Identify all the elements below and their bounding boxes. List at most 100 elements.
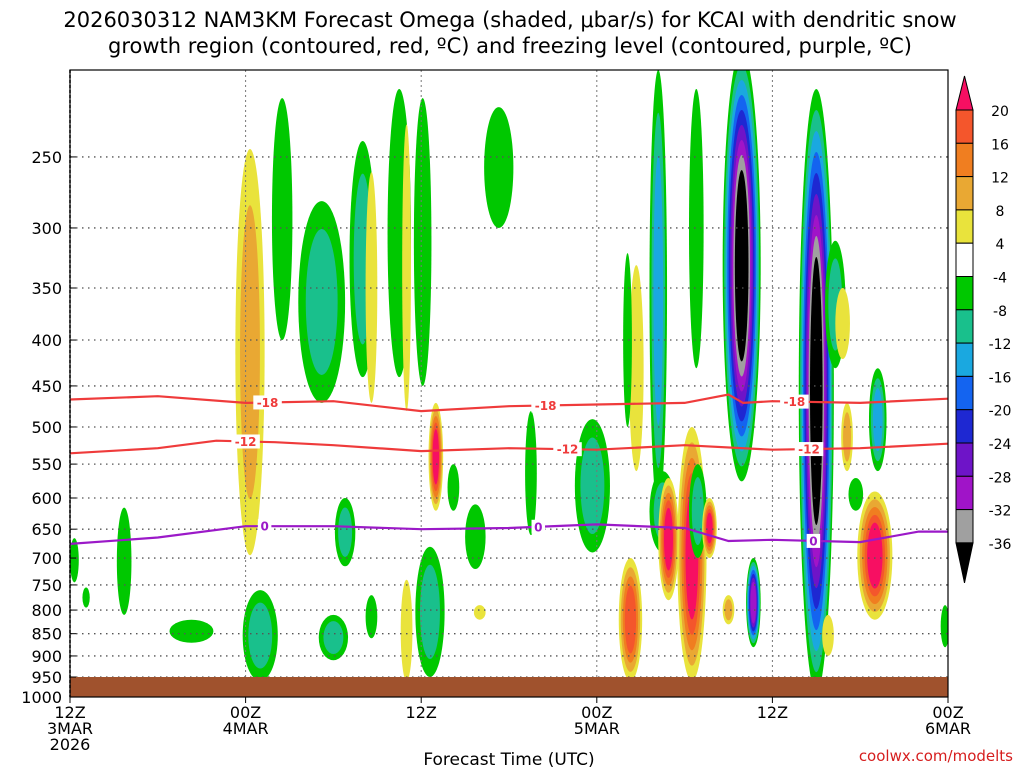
omega-blob (688, 89, 704, 369)
omega-blob (484, 107, 514, 228)
omega-blob (271, 98, 293, 341)
omega-level-fill (872, 388, 883, 452)
omega-level-fill (750, 581, 757, 624)
omega-level-fill (116, 507, 132, 615)
colorbar-label: 12 (991, 171, 1009, 187)
x-tick-label: 12Z (406, 703, 437, 722)
omega-level-fill (70, 538, 79, 583)
omega-level-fill (724, 599, 733, 621)
omega-blob (298, 201, 346, 403)
contour-label: -18 (784, 395, 806, 409)
omega-level-fill (338, 507, 353, 557)
y-tick-label: 1000 (21, 688, 62, 707)
colorbar-segment (955, 409, 974, 444)
omega-blob (722, 70, 761, 482)
colorbar-label: -8 (993, 304, 1007, 320)
omega-level-fill (706, 512, 713, 544)
omega-blob (82, 587, 90, 608)
omega-level-fill (843, 412, 852, 462)
y-tick-label: 700 (31, 549, 62, 568)
omega-blob (618, 558, 643, 682)
contour-0: 0 0 0 (70, 519, 948, 548)
colorbar-segment (955, 176, 974, 211)
colorbar-label: -12 (989, 337, 1012, 353)
colorbar-label: -16 (989, 370, 1012, 386)
omega-blob (822, 614, 834, 656)
contour-label-bg (794, 442, 824, 457)
omega-blob (447, 464, 460, 511)
contour-label: -12 (798, 443, 820, 457)
omega-blob (400, 579, 413, 682)
y-tick-label: 750 (31, 576, 62, 595)
colorbar-label: 16 (991, 137, 1009, 153)
omega-blob (677, 426, 707, 682)
omega-blob (688, 464, 707, 559)
x-tick-label: 5MAR (574, 719, 620, 738)
omega-level-fill (420, 564, 440, 660)
omega-blob (848, 478, 864, 511)
omega-blob (428, 402, 444, 511)
y-tick-label: 500 (31, 418, 62, 437)
colorbar-label: -32 (989, 504, 1012, 520)
x-tick-label: 00Z (230, 703, 261, 722)
y-tick-label: 450 (31, 377, 62, 396)
omega-level-fill (688, 89, 704, 369)
omega-blob (235, 149, 265, 556)
y-tick-label: 650 (31, 520, 62, 539)
plot-area: -18 -18 -18 -12 -12 -12 0 0 0 (70, 70, 948, 697)
contour-label-bg (553, 442, 582, 457)
omega-level-fill (940, 605, 948, 648)
x-tick-label: 00Z (932, 703, 963, 722)
contour--18: -18 -18 -18 (70, 393, 948, 413)
omega-level-fill (82, 587, 90, 608)
credit-text: coolwx.com/modelts (859, 747, 1013, 765)
omega-level-fill (305, 228, 338, 375)
omega-blob (415, 546, 445, 678)
y-tick-label: 300 (31, 219, 62, 238)
omega-blob (70, 538, 79, 583)
colorbar-segment (955, 442, 974, 477)
omega-level-fill (365, 595, 378, 639)
terrain-layer (70, 677, 948, 697)
contour-label-bg (806, 533, 821, 548)
contour-line (70, 393, 948, 413)
omega-blob (574, 419, 610, 553)
omega-level-fill (240, 205, 260, 500)
omega-level-fill (323, 621, 344, 654)
colorbar-segment (955, 276, 974, 311)
contour-line (70, 523, 948, 545)
colorbar-label: -4 (993, 271, 1007, 287)
x-tick-label: 6MAR (925, 719, 971, 738)
omega-level-fill (432, 429, 440, 485)
omega-level-fill (525, 411, 537, 536)
omega-blob (841, 402, 853, 472)
omega-level-fill (734, 169, 749, 362)
colorbar-segment (955, 309, 974, 344)
colorbar-segment (955, 242, 974, 277)
colorbar-label: 8 (996, 204, 1005, 220)
chart-title-line2: growth region (contoured, red, ºC) and f… (108, 34, 912, 58)
contour-layer: -18 -18 -18 -12 -12 -12 0 0 0 (70, 393, 948, 548)
omega-blob (628, 265, 644, 472)
omega-blob (835, 288, 850, 360)
omega-blob (940, 605, 948, 648)
y-tick-label: 800 (31, 601, 62, 620)
colorbar-top-arrow (955, 75, 974, 111)
omega-shading (70, 70, 948, 694)
colorbar-segment (955, 209, 974, 244)
contour-label: -12 (235, 435, 257, 449)
omega-level-fill (822, 614, 834, 656)
contour-label-bg (780, 394, 809, 409)
x-tick-label: 12Z (757, 703, 788, 722)
colorbar-segment (955, 475, 974, 511)
omega-blob (746, 558, 761, 648)
omega-level-fill (848, 478, 864, 511)
omega-level-fill (473, 605, 486, 620)
x-tick-label: 4MAR (223, 719, 269, 738)
omega-level-fill (169, 619, 214, 643)
contour-label-bg (253, 395, 282, 410)
y-tick-label: 400 (31, 331, 62, 350)
omega-blob (465, 504, 486, 570)
colorbar-segment (955, 109, 974, 144)
